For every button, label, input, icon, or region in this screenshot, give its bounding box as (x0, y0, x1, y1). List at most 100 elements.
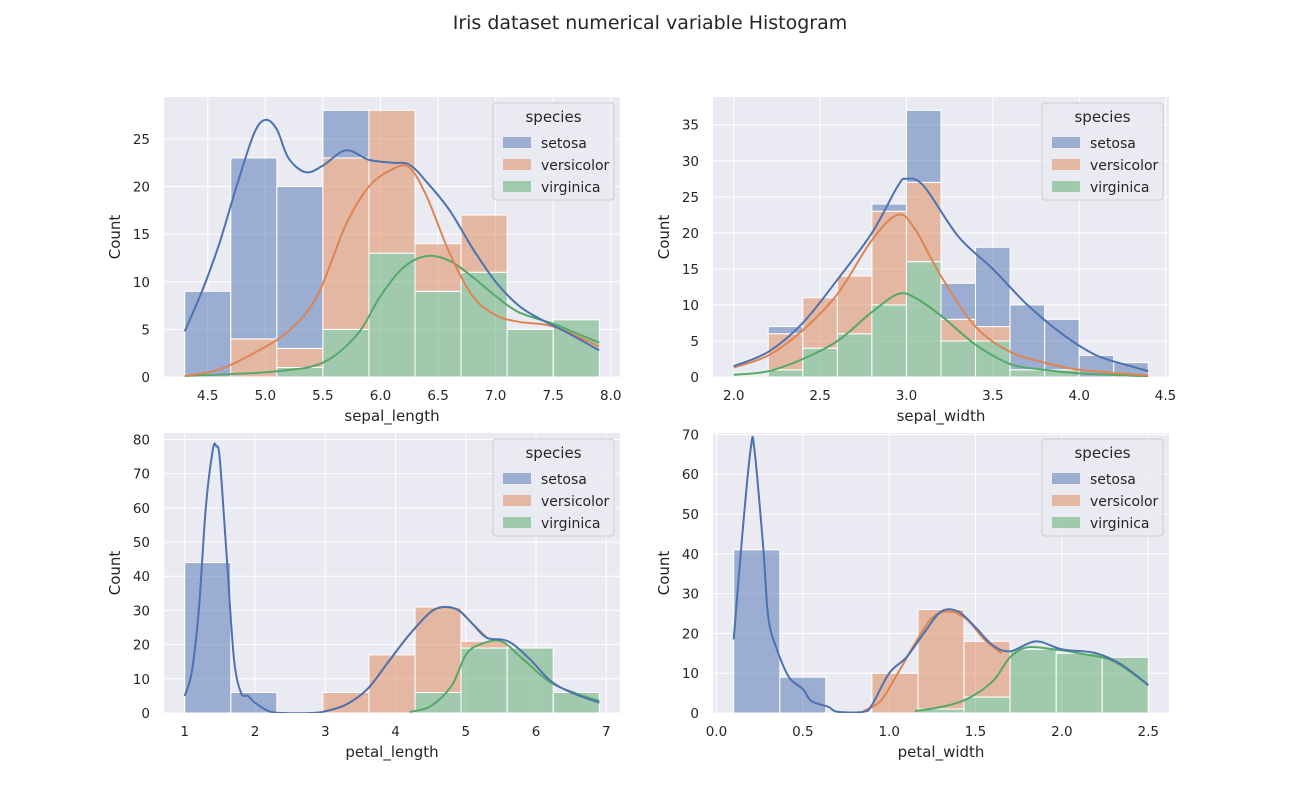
x-axis-label: sepal_width (897, 407, 986, 426)
bar-versicolor (414, 606, 462, 693)
y-axis-label: Count (655, 215, 673, 260)
subplot-sepal_length: 4.5 5.0 5.5 6.0 6.5 7.0 7.5 8.0 0 5 10 15 20 25 sepal_… (106, 97, 622, 426)
legend: species setosa versicolor virginica (1041, 438, 1164, 537)
bar-versicolor (905, 181, 942, 263)
x-tick-label: 3 (321, 724, 330, 740)
bar-virginica (1101, 656, 1149, 713)
y-tick-label: 25 (133, 132, 150, 148)
bar-setosa (230, 157, 278, 340)
y-tick-label: 0 (690, 706, 699, 722)
bar-setosa (184, 290, 232, 377)
x-tick-label: 5.0 (255, 388, 276, 404)
bar-virginica (322, 328, 370, 377)
x-tick-label: 7 (602, 724, 611, 740)
y-tick-label: 60 (682, 467, 699, 483)
kde-line-setosa (183, 118, 600, 352)
legend-title: species (1074, 444, 1130, 462)
legend-label-setosa: setosa (541, 472, 587, 488)
legend-title: species (525, 444, 581, 462)
legend-label-virginica: virginica (541, 516, 601, 532)
bar-setosa (733, 549, 781, 713)
bar-virginica (506, 328, 554, 377)
legend-title: species (1074, 108, 1130, 126)
x-tick-label: 6.0 (370, 388, 391, 404)
y-tick-label: 0 (141, 706, 150, 722)
x-tick-label: 5 (461, 724, 470, 740)
x-axis-label: petal_length (345, 743, 438, 762)
bar-setosa (276, 186, 324, 349)
bars (767, 109, 1149, 377)
kde-curves (732, 435, 1149, 713)
bar-versicolor (460, 214, 508, 273)
bar-versicolor (963, 640, 1011, 698)
bar-virginica (963, 696, 1011, 713)
legend-box (492, 102, 615, 201)
legend-swatch-virginica (503, 517, 531, 528)
bar-versicolor (802, 297, 838, 349)
bar-setosa (871, 203, 907, 212)
bar-virginica (1009, 648, 1057, 713)
bar-setosa (779, 676, 827, 713)
x-tick-label: 3.0 (896, 388, 917, 404)
bar-setosa (975, 246, 1011, 328)
x-tick-label: 2.0 (723, 388, 744, 404)
bar-setosa (1044, 318, 1080, 371)
legend-swatch-versicolor (503, 495, 531, 506)
bar-setosa (940, 282, 977, 320)
legend-swatch-virginica (503, 181, 531, 192)
y-tick-label: 0 (690, 370, 699, 386)
legend: species setosa versicolor virginica (492, 102, 615, 201)
legend-box (492, 438, 615, 537)
subplot-petal_width: 0.0 0.5 1.0 1.5 2.0 2.5 0 10 20 30 40 50 60 70 petal_w… (655, 427, 1169, 762)
bar-versicolor (975, 326, 1011, 342)
x-tick-label: 1.0 (878, 724, 899, 740)
y-tick-label: 20 (682, 226, 699, 242)
kde-line-setosa (732, 435, 1149, 713)
bar-versicolor (368, 654, 416, 713)
bar-virginica (1055, 652, 1103, 713)
bar-versicolor (917, 609, 965, 710)
bar-virginica (871, 304, 907, 377)
x-tick-label: 4 (391, 724, 400, 740)
bar-setosa (905, 109, 942, 183)
y-tick-label: 5 (141, 322, 150, 338)
x-tick-label: 4.0 (1068, 388, 1089, 404)
y-tick-label: 35 (682, 118, 699, 134)
y-tick-label: 10 (133, 275, 150, 291)
kde-curves (183, 118, 600, 377)
y-tick-label: 40 (133, 569, 150, 585)
kde-line-virginica (914, 645, 1149, 712)
legend-swatch-virginica (1052, 517, 1080, 528)
legend-label-virginica: virginica (541, 180, 601, 196)
legend-box (1041, 102, 1164, 201)
legend-box (1041, 438, 1164, 537)
legend-label-versicolor: versicolor (541, 494, 610, 510)
bar-versicolor (836, 275, 873, 335)
x-tick-label: 1 (180, 724, 189, 740)
legend-swatch-versicolor (1052, 495, 1080, 506)
y-tick-label: 20 (682, 626, 699, 642)
y-tick-label: 20 (133, 180, 150, 196)
x-tick-label: 1.5 (965, 724, 986, 740)
kde-line-virginica (733, 292, 1149, 377)
bar-virginica (940, 340, 977, 377)
kde-curves (183, 442, 600, 713)
legend-swatch-setosa (1052, 137, 1080, 148)
subplot-petal_length: 1 2 3 4 5 6 701020304050607080petal_lengthCoun… (106, 432, 620, 762)
legend-label-setosa: setosa (541, 136, 587, 152)
y-tick-label: 15 (133, 227, 150, 243)
bars (733, 549, 1149, 713)
x-tick-label: 6.5 (427, 388, 448, 404)
y-tick-label: 70 (682, 427, 699, 443)
kde-line-versicolor (733, 213, 1149, 377)
x-tick-label: 0.0 (706, 724, 727, 740)
legend-label-versicolor: versicolor (1090, 158, 1159, 174)
x-tick-label: 2.0 (1051, 724, 1072, 740)
bar-versicolor (368, 109, 416, 254)
y-tick-label: 50 (133, 535, 150, 551)
legend-title: species (525, 108, 581, 126)
bar-versicolor (322, 157, 370, 330)
legend-swatch-virginica (1052, 181, 1080, 192)
x-tick-label: 3.5 (982, 388, 1003, 404)
